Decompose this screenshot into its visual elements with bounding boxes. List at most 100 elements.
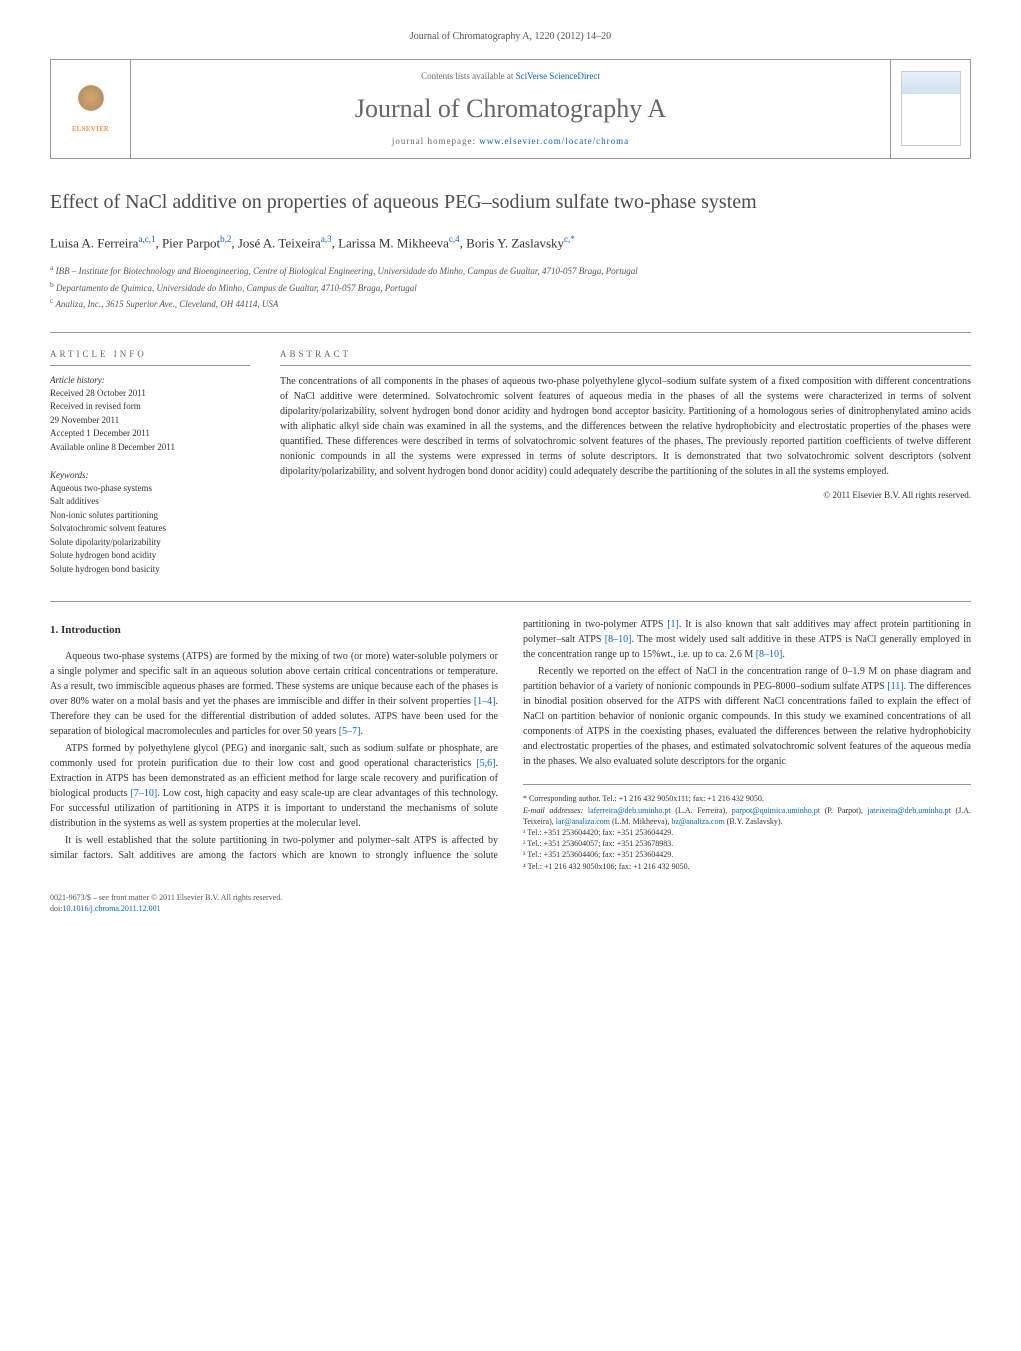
page-footer: 0021-9673/$ – see front matter © 2011 El… [50,892,971,914]
history-item: 29 November 2011 [50,414,250,428]
keyword-item: Non-ionic solutes partitioning [50,509,250,523]
email-link[interactable]: parpot@quimica.uminho.pt [732,806,820,815]
body-two-column: 1. Introduction Aqueous two-phase system… [50,617,971,871]
history-item: Received in revised form [50,400,250,414]
keyword-item: Solute dipolarity/polarizability [50,536,250,550]
email-who: (B.Y. Zaslavsky). [725,817,783,826]
sciencedirect-link[interactable]: SciVerse ScienceDirect [516,71,600,81]
email-link[interactable]: bz@analiza.com [671,817,724,826]
homepage-line: journal homepage: www.elsevier.com/locat… [141,135,880,148]
history-item: Available online 8 December 2011 [50,441,250,455]
email-who: (L.M. Mikheeva), [610,817,671,826]
affil-sup: b [50,280,54,289]
abstract-heading: ABSTRACT [280,348,971,367]
header-center: Contents lists available at SciVerse Sci… [131,60,890,158]
email-label: E-mail addresses: [523,806,588,815]
tel-footnote: ² Tel.: +351 253604057; fax: +351 253678… [523,838,971,849]
tel-footnote: ⁴ Tel.: +1 216 432 9050x106; fax: +1 216… [523,861,971,872]
history-item: Received 28 October 2011 [50,387,250,401]
journal-cover-thumbnail[interactable] [901,71,961,146]
keyword-item: Aqueous two-phase systems [50,482,250,496]
body-text: . The differences in binodial position o… [523,681,971,767]
article-info-heading: ARTICLE INFO [50,348,250,367]
body-text: . [360,726,363,737]
affiliation-item: a IBB – Institute for Biotechnology and … [50,262,971,279]
citation-link[interactable]: [5–7] [339,726,361,737]
info-abstract-row: ARTICLE INFO Article history: Received 2… [50,348,971,577]
body-text: . [782,649,785,660]
citation-link[interactable]: [8–10] [756,649,783,660]
author-list: Luisa A. Ferreiraa,c,1, Pier Parpotb,2, … [50,233,971,253]
article-info-column: ARTICLE INFO Article history: Received 2… [50,348,250,577]
keyword-item: Solute hydrogen bond acidity [50,549,250,563]
email-who: (L.A. Ferreira), [671,806,727,815]
affil-text: Departamento de Química, Universidade do… [56,283,417,293]
citation-link[interactable]: [1] [667,619,679,630]
citation-link[interactable]: [5,6] [476,758,495,769]
journal-header: ELSEVIER Contents lists available at Sci… [50,59,971,159]
body-paragraph: ATPS formed by polyethylene glycol (PEG)… [50,741,498,831]
body-text: ATPS formed by polyethylene glycol (PEG)… [50,743,498,769]
elsevier-tree-icon [71,82,111,122]
history-item: Accepted 1 December 2011 [50,427,250,441]
elsevier-text: ELSEVIER [72,125,109,135]
contents-prefix: Contents lists available at [421,71,515,81]
author-affil-sup: a,c,1 [138,234,155,244]
divider [50,601,971,602]
keyword-item: Solvatochromic solvent features [50,522,250,536]
author-affil-sup: c,4 [449,234,460,244]
doi-link[interactable]: 10.1016/j.chroma.2011.12.001 [62,904,160,913]
tel-footnote: ³ Tel.: +351 253604406; fax: +351 253604… [523,849,971,860]
keyword-item: Solute hydrogen bond basicity [50,563,250,577]
citation-link[interactable]: [1–4] [474,696,496,707]
contents-available-line: Contents lists available at SciVerse Sci… [141,70,880,83]
author-name[interactable]: Larissa M. Mikheeva [338,235,449,250]
homepage-link[interactable]: www.elsevier.com/locate/chroma [479,136,629,146]
affiliation-item: b Departamento de Química, Universidade … [50,279,971,296]
author-affil-sup: a,3 [321,234,332,244]
footnotes-block: * Corresponding author. Tel.: +1 216 432… [523,784,971,871]
footer-left: 0021-9673/$ – see front matter © 2011 El… [50,892,282,914]
article-title: Effect of NaCl additive on properties of… [50,189,971,215]
affiliation-item: c Analiza, Inc., 3615 Superior Ave., Cle… [50,295,971,312]
body-text: Aqueous two-phase systems (ATPS) are for… [50,651,498,707]
body-paragraph: Aqueous two-phase systems (ATPS) are for… [50,649,498,739]
keyword-item: Salt additives [50,495,250,509]
section-heading-intro: 1. Introduction [50,622,498,639]
abstract-column: ABSTRACT The concentrations of all compo… [280,348,971,577]
abstract-text: The concentrations of all components in … [280,374,971,479]
email-who: (P. Parpot), [820,806,868,815]
abstract-copyright: © 2011 Elsevier B.V. All rights reserved… [280,489,971,502]
keywords-label: Keywords: [50,469,250,482]
author-name[interactable]: Pier Parpot [162,235,220,250]
citation-link[interactable]: [7–10] [131,788,158,799]
email-addresses-line: E-mail addresses: laferreira@deb.uminho.… [523,805,971,827]
affil-sup: a [50,263,53,272]
author-name[interactable]: José A. Teixeira [238,235,321,250]
affil-text: Analiza, Inc., 3615 Superior Ave., Cleve… [55,299,278,309]
elsevier-logo[interactable]: ELSEVIER [61,74,121,144]
citation-link[interactable]: [8–10] [605,634,632,645]
author-affil-sup: c,* [564,234,575,244]
author-affil-sup: b,2 [220,234,231,244]
email-link[interactable]: laferreira@deb.uminho.pt [588,806,671,815]
email-link[interactable]: jateixeira@deb.uminho.pt [868,806,951,815]
affil-text: IBB – Institute for Biotechnology and Bi… [56,266,638,276]
homepage-prefix: journal homepage: [392,136,479,146]
journal-title: Journal of Chromatography A [141,91,880,127]
doi-line: doi:10.1016/j.chroma.2011.12.001 [50,903,282,914]
body-paragraph: Recently we reported on the effect of Na… [523,664,971,769]
cover-thumb-cell [890,60,970,158]
divider [50,332,971,333]
publisher-logo-cell: ELSEVIER [51,60,131,158]
author-name[interactable]: Luisa A. Ferreira [50,235,138,250]
doi-prefix: doi: [50,904,62,913]
citation-link[interactable]: [11] [887,681,903,692]
author-name[interactable]: Boris Y. Zaslavsky [466,235,564,250]
history-label: Article history: [50,374,250,387]
affiliations: a IBB – Institute for Biotechnology and … [50,262,971,312]
tel-footnote: ¹ Tel.: +351 253604420; fax: +351 253604… [523,827,971,838]
affil-sup: c [50,296,53,305]
email-link[interactable]: lar@analiza.com [556,817,610,826]
corresponding-author-note: * Corresponding author. Tel.: +1 216 432… [523,793,971,804]
